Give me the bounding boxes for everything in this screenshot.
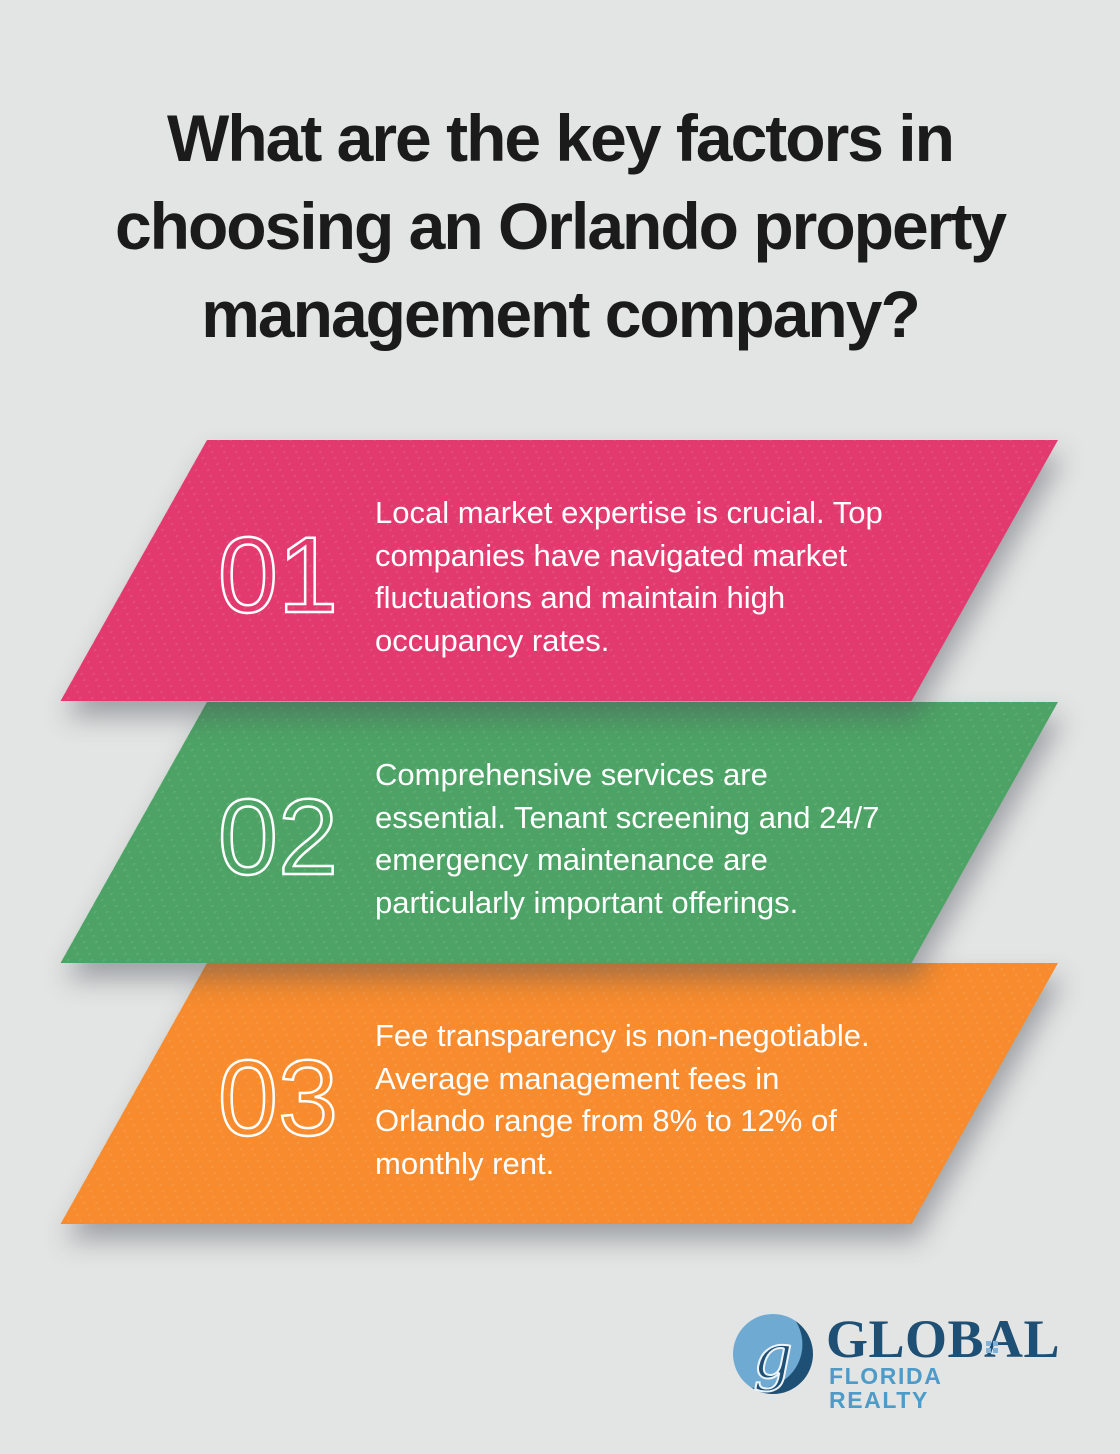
page-title-line-3: management company? — [201, 277, 921, 351]
page-title: What are the key factors in choosing an … — [0, 94, 1120, 358]
logo-g-circle-icon: g — [733, 1314, 813, 1394]
factor-card-3-number: 03 — [217, 1037, 340, 1158]
factor-card-2-text: Comprehensive services are essential. Te… — [375, 754, 935, 924]
page-title-line-2: choosing an Orlando property — [114, 189, 1007, 263]
factor-card-3-text-line-3: Orlando range from 8% to 12% of — [375, 1103, 837, 1138]
factor-card-2-text-line-3: emergency maintenance are — [375, 842, 768, 877]
page-title-line-1: What are the key factors in — [167, 101, 955, 175]
logo-name: GLOBAL — [826, 1312, 1060, 1366]
factor-card-3-text-line-2: Average management fees in — [375, 1060, 780, 1096]
house-windows-icon — [986, 1341, 998, 1353]
factor-card-2-text-line-1: Comprehensive services are — [375, 757, 768, 792]
factor-card-1-number: 01 — [217, 514, 340, 635]
factor-card-3-text-line-4: monthly rent. — [375, 1145, 555, 1181]
factor-card-1-text-line-4: occupancy rates. — [375, 622, 610, 658]
factor-card-2-text-line-2: essential. Tenant screening and 24/7 — [375, 799, 880, 835]
factor-card-1-text-line-3: fluctuations and maintain high — [375, 580, 786, 615]
logo-subtitle: FLORIDA REALTY — [829, 1363, 942, 1413]
factor-card-1-text-line-2: companies have navigated market — [375, 537, 848, 573]
logo-name-text: GLOBAL — [826, 1309, 1061, 1369]
factor-card-2-text-line-4: particularly important offerings. — [375, 884, 799, 920]
factor-card-3-text: Fee transparency is non-negotiable. Aver… — [375, 1015, 935, 1185]
factor-card-1-text: Local market expertise is crucial. Top c… — [375, 492, 935, 662]
factor-card-3-text-line-1: Fee transparency is non-negotiable. — [375, 1018, 870, 1053]
factor-card-1-text-line-1: Local market expertise is crucial. Top — [375, 495, 883, 530]
factor-card-2-number: 02 — [217, 776, 340, 897]
logo-g-monogram: g — [752, 1320, 794, 1393]
